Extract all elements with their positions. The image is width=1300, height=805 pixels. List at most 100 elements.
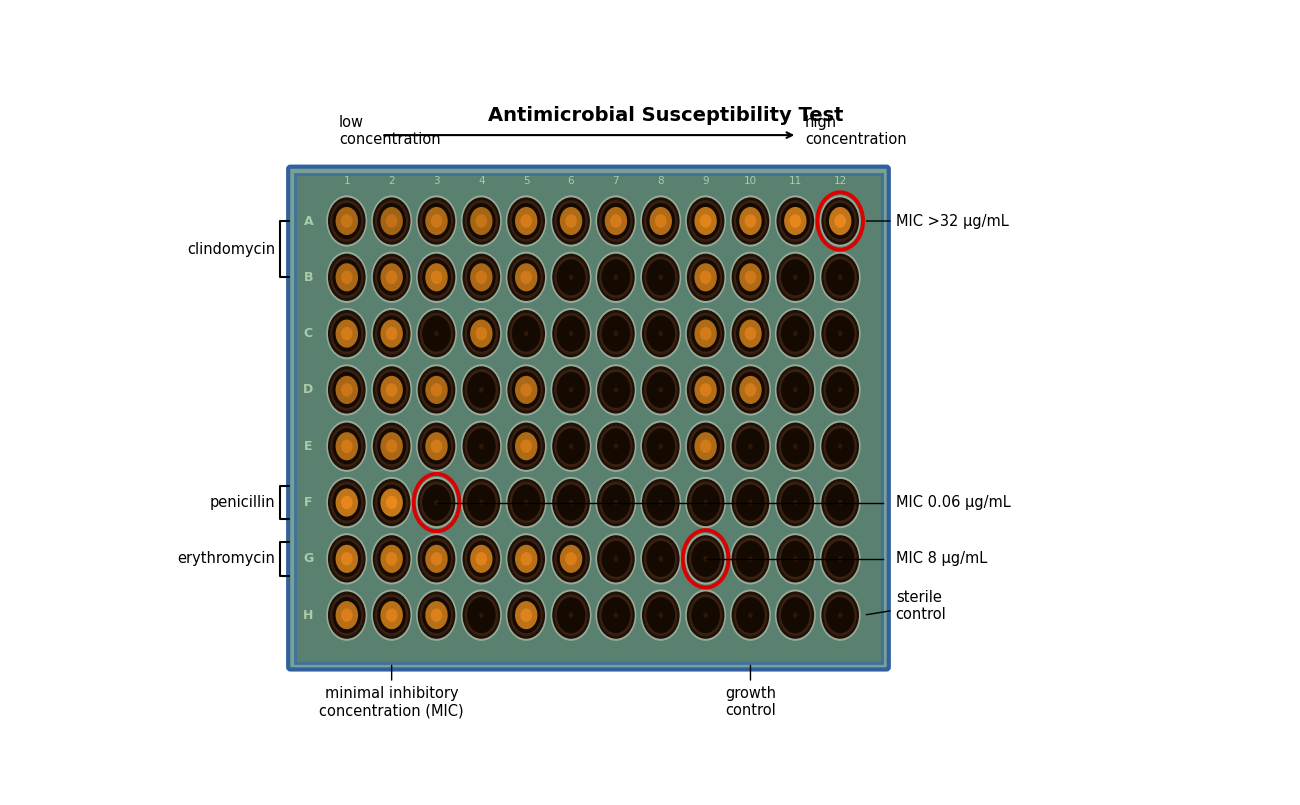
Text: F: F — [304, 496, 312, 509]
Ellipse shape — [416, 533, 458, 584]
Ellipse shape — [685, 308, 727, 359]
Text: 12: 12 — [833, 176, 846, 186]
Ellipse shape — [599, 369, 633, 411]
Ellipse shape — [736, 259, 764, 295]
Ellipse shape — [641, 477, 681, 528]
Ellipse shape — [838, 275, 842, 280]
Ellipse shape — [745, 214, 757, 228]
Ellipse shape — [556, 203, 585, 239]
Ellipse shape — [595, 252, 637, 303]
Ellipse shape — [417, 592, 455, 639]
Ellipse shape — [835, 214, 846, 228]
Ellipse shape — [341, 609, 352, 622]
Ellipse shape — [510, 594, 543, 636]
Ellipse shape — [510, 369, 543, 411]
Ellipse shape — [326, 364, 367, 415]
Ellipse shape — [420, 313, 454, 354]
Ellipse shape — [335, 320, 358, 348]
Ellipse shape — [602, 372, 630, 408]
Ellipse shape — [694, 432, 716, 460]
Ellipse shape — [749, 556, 753, 562]
Ellipse shape — [838, 556, 842, 562]
Ellipse shape — [822, 592, 859, 639]
Ellipse shape — [734, 594, 767, 636]
Ellipse shape — [569, 331, 573, 336]
Ellipse shape — [471, 320, 493, 348]
Ellipse shape — [732, 592, 770, 639]
Ellipse shape — [381, 601, 403, 630]
Text: MIC 0.06 μg/mL: MIC 0.06 μg/mL — [896, 495, 1010, 510]
Ellipse shape — [476, 214, 488, 228]
Ellipse shape — [551, 364, 592, 415]
Ellipse shape — [692, 372, 720, 408]
Ellipse shape — [781, 428, 810, 464]
Ellipse shape — [614, 613, 619, 618]
Ellipse shape — [699, 214, 711, 228]
Ellipse shape — [377, 316, 406, 352]
Ellipse shape — [467, 259, 495, 295]
Ellipse shape — [595, 420, 637, 472]
Ellipse shape — [595, 589, 637, 641]
Ellipse shape — [555, 369, 588, 411]
Text: high
concentration: high concentration — [805, 115, 906, 147]
Ellipse shape — [749, 500, 753, 506]
Ellipse shape — [515, 432, 537, 460]
Ellipse shape — [793, 275, 798, 280]
Ellipse shape — [330, 538, 364, 580]
Ellipse shape — [645, 369, 677, 411]
Ellipse shape — [699, 440, 711, 453]
Ellipse shape — [692, 428, 720, 464]
Text: 1: 1 — [343, 176, 350, 186]
Ellipse shape — [569, 444, 573, 449]
Ellipse shape — [465, 257, 498, 298]
Ellipse shape — [326, 252, 367, 303]
Ellipse shape — [552, 592, 590, 639]
Ellipse shape — [642, 592, 680, 639]
Ellipse shape — [417, 479, 455, 526]
Ellipse shape — [377, 203, 406, 239]
Ellipse shape — [335, 376, 358, 404]
Ellipse shape — [838, 500, 842, 506]
Ellipse shape — [341, 440, 352, 453]
Ellipse shape — [595, 196, 637, 246]
Ellipse shape — [328, 254, 365, 301]
Ellipse shape — [614, 500, 619, 506]
Ellipse shape — [434, 331, 438, 336]
Ellipse shape — [642, 479, 680, 526]
Ellipse shape — [422, 259, 451, 295]
FancyBboxPatch shape — [295, 174, 881, 663]
Ellipse shape — [602, 485, 630, 521]
Ellipse shape — [820, 533, 861, 584]
Ellipse shape — [779, 257, 812, 298]
Ellipse shape — [330, 425, 364, 467]
Ellipse shape — [551, 196, 592, 246]
Ellipse shape — [515, 601, 537, 630]
Ellipse shape — [506, 196, 547, 246]
Ellipse shape — [566, 214, 577, 228]
Ellipse shape — [659, 387, 663, 393]
Ellipse shape — [463, 254, 500, 301]
Ellipse shape — [685, 589, 727, 641]
Ellipse shape — [512, 541, 541, 577]
Ellipse shape — [838, 444, 842, 449]
Ellipse shape — [555, 594, 588, 636]
Ellipse shape — [732, 197, 770, 245]
Ellipse shape — [775, 589, 816, 641]
Ellipse shape — [614, 444, 619, 449]
Ellipse shape — [372, 308, 412, 359]
Ellipse shape — [826, 372, 854, 408]
Ellipse shape — [734, 425, 767, 467]
Ellipse shape — [552, 423, 590, 470]
Ellipse shape — [555, 481, 588, 523]
Ellipse shape — [341, 383, 352, 397]
Ellipse shape — [373, 423, 411, 470]
Ellipse shape — [386, 214, 398, 228]
Ellipse shape — [569, 613, 573, 618]
Ellipse shape — [731, 533, 771, 584]
Ellipse shape — [462, 420, 502, 472]
Ellipse shape — [381, 545, 403, 573]
Ellipse shape — [416, 477, 458, 528]
Ellipse shape — [335, 545, 358, 573]
Ellipse shape — [425, 207, 447, 235]
Ellipse shape — [330, 481, 364, 523]
